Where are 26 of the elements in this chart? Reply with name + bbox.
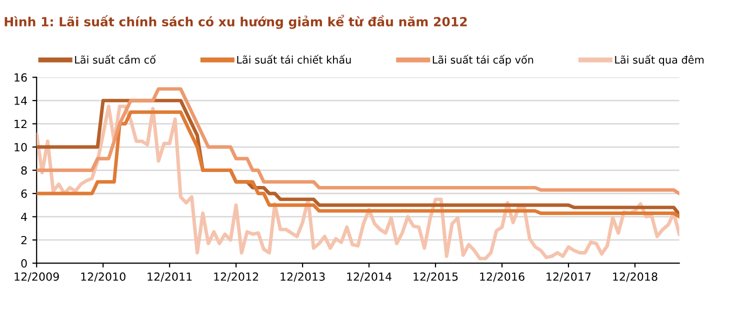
x-tick-label: 12/2009 [14, 272, 59, 282]
legend-label: Lãi suất tái chiết khấu [237, 54, 351, 64]
y-tick-label: 4 [21, 212, 27, 221]
legend-label: Lãi suất tái cấp vốn [432, 54, 534, 66]
x-tick-label: 12/2014 [347, 272, 392, 282]
y-tick-label: 0 [21, 259, 27, 268]
y-tick-label: 12 [14, 120, 26, 128]
line-series [36, 87, 680, 196]
x-tick-label: 12/2017 [546, 272, 591, 282]
chart-title: Hình 1: Lãi suất chính sách có xu hướng giảm kể từ đầu năm 2012 [4, 14, 467, 29]
x-tick-label: 12/2010 [81, 272, 126, 282]
y-tick-label: 6 [21, 189, 27, 198]
y-tick-label: 10 [14, 142, 27, 152]
y-tick-label: 14 [14, 96, 27, 105]
legend-label: Lãi suất qua đêm [615, 54, 704, 66]
y-tick-label: 8 [21, 166, 27, 175]
x-tick-label: 12/2015 [414, 272, 458, 282]
x-tick-label: 12/2013 [280, 272, 325, 282]
x-tick-label: 12/2012 [214, 272, 258, 282]
legend-label: Lãi suất cầm cố [75, 54, 156, 64]
y-tick-label: 16 [14, 73, 27, 82]
x-tick-label: 12/2018 [613, 272, 658, 282]
y-tick-label: 2 [21, 236, 26, 244]
x-tick-label: 12/2016 [480, 272, 524, 282]
x-tick-label: 12/2011 [148, 272, 192, 282]
line-series [36, 104, 680, 260]
